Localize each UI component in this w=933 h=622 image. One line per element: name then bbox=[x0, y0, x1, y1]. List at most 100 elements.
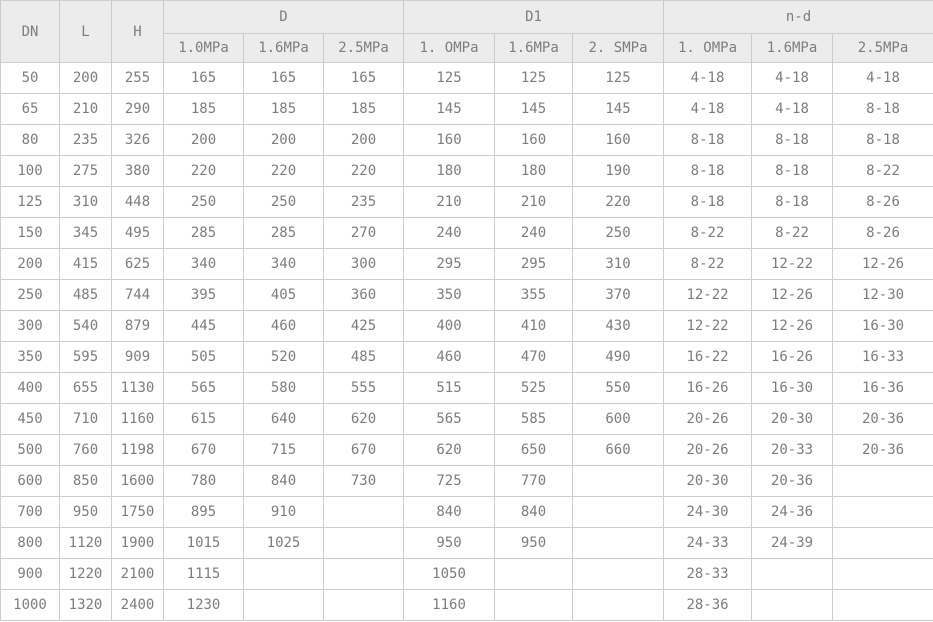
cell: 1600 bbox=[111, 465, 164, 497]
cell: 625 bbox=[111, 248, 164, 280]
cell: 145 bbox=[494, 93, 574, 125]
cell: 150 bbox=[0, 217, 60, 249]
cell: 275 bbox=[59, 155, 112, 187]
table-row: 80 235 326 200 200 200 160 160 160 8-18 8-18 8-18 bbox=[0, 124, 933, 156]
cell: 16-26 bbox=[751, 341, 834, 373]
cell: 2400 bbox=[111, 589, 164, 621]
cell: 525 bbox=[494, 372, 574, 404]
cell: 1198 bbox=[111, 434, 164, 466]
cell: 300 bbox=[322, 248, 405, 280]
cell bbox=[832, 465, 933, 497]
cell: 460 bbox=[243, 310, 324, 342]
cell: 760 bbox=[59, 434, 112, 466]
cell: 12-30 bbox=[832, 279, 933, 311]
cell: 345 bbox=[59, 217, 112, 249]
cell: 400 bbox=[0, 372, 60, 404]
cell bbox=[572, 465, 665, 497]
cell: 700 bbox=[0, 496, 60, 528]
cell: 950 bbox=[403, 527, 496, 559]
table-row: 900 1220 2100 1115 1050 28-33 bbox=[0, 558, 933, 590]
cell: 770 bbox=[494, 465, 574, 497]
cell: 425 bbox=[322, 310, 405, 342]
cell: 2100 bbox=[111, 558, 164, 590]
cell: 8-22 bbox=[832, 155, 933, 187]
cell: 1000 bbox=[0, 589, 60, 621]
cell bbox=[832, 558, 933, 590]
cell: 285 bbox=[243, 217, 324, 249]
cell: 255 bbox=[111, 62, 164, 94]
cell: 895 bbox=[163, 496, 244, 528]
cell: 24-33 bbox=[663, 527, 753, 559]
cell: 715 bbox=[243, 434, 324, 466]
cell bbox=[322, 496, 405, 528]
header-cell-d1-1-6mpa: 1.6MPa bbox=[494, 33, 574, 63]
cell: 210 bbox=[59, 93, 112, 125]
cell: 900 bbox=[0, 558, 60, 590]
cell: 1750 bbox=[111, 496, 164, 528]
cell: 340 bbox=[243, 248, 324, 280]
cell: 655 bbox=[59, 372, 112, 404]
cell: 495 bbox=[111, 217, 164, 249]
cell: 8-18 bbox=[832, 93, 933, 125]
cell: 350 bbox=[0, 341, 60, 373]
cell: 520 bbox=[243, 341, 324, 373]
cell: 355 bbox=[494, 279, 574, 311]
cell: 190 bbox=[572, 155, 665, 187]
cell: 8-18 bbox=[751, 186, 834, 218]
cell: 250 bbox=[163, 186, 244, 218]
cell: 165 bbox=[243, 62, 324, 94]
cell bbox=[832, 496, 933, 528]
cell: 670 bbox=[163, 434, 244, 466]
cell: 20-33 bbox=[751, 434, 834, 466]
cell: 16-33 bbox=[832, 341, 933, 373]
header-cell-dn: DN bbox=[0, 0, 60, 63]
cell: 12-22 bbox=[663, 310, 753, 342]
cell: 615 bbox=[163, 403, 244, 435]
table-row: 800 1120 1900 1015 1025 950 950 24-33 24-39 bbox=[0, 527, 933, 559]
cell: 8-22 bbox=[751, 217, 834, 249]
cell: 65 bbox=[0, 93, 60, 125]
table-row: 1000 1320 2400 1230 1160 28-36 bbox=[0, 589, 933, 621]
cell bbox=[751, 558, 834, 590]
cell: 8-18 bbox=[663, 124, 753, 156]
cell: 310 bbox=[59, 186, 112, 218]
cell bbox=[322, 527, 405, 559]
cell: 28-33 bbox=[663, 558, 753, 590]
cell: 1115 bbox=[163, 558, 244, 590]
cell: 350 bbox=[403, 279, 496, 311]
header-cell-d-2-5mpa: 2.5MPa bbox=[322, 33, 405, 63]
cell: 1160 bbox=[403, 589, 496, 621]
cell bbox=[832, 527, 933, 559]
cell: 326 bbox=[111, 124, 164, 156]
cell: 725 bbox=[403, 465, 496, 497]
cell: 125 bbox=[403, 62, 496, 94]
cell: 840 bbox=[494, 496, 574, 528]
cell: 20-36 bbox=[832, 403, 933, 435]
cell: 160 bbox=[494, 124, 574, 156]
cell: 485 bbox=[59, 279, 112, 311]
header-cell-nd-1-0mpa: 1. OMPa bbox=[663, 33, 753, 63]
header-cell-h: H bbox=[111, 0, 164, 63]
cell: 185 bbox=[163, 93, 244, 125]
cell: 16-30 bbox=[751, 372, 834, 404]
cell: 180 bbox=[403, 155, 496, 187]
cell: 550 bbox=[572, 372, 665, 404]
cell: 879 bbox=[111, 310, 164, 342]
cell bbox=[243, 589, 324, 621]
cell: 850 bbox=[59, 465, 112, 497]
cell: 600 bbox=[572, 403, 665, 435]
cell: 165 bbox=[163, 62, 244, 94]
cell: 20-30 bbox=[751, 403, 834, 435]
cell: 4-18 bbox=[751, 62, 834, 94]
table-row: 450 710 1160 615 640 620 565 585 600 20-26 20-30 20… bbox=[0, 403, 933, 435]
cell: 12-22 bbox=[751, 248, 834, 280]
cell bbox=[572, 589, 665, 621]
cell bbox=[494, 558, 574, 590]
cell: 640 bbox=[243, 403, 324, 435]
cell: 250 bbox=[572, 217, 665, 249]
cell: 8-26 bbox=[832, 186, 933, 218]
cell: 270 bbox=[322, 217, 405, 249]
cell: 540 bbox=[59, 310, 112, 342]
cell: 1050 bbox=[403, 558, 496, 590]
